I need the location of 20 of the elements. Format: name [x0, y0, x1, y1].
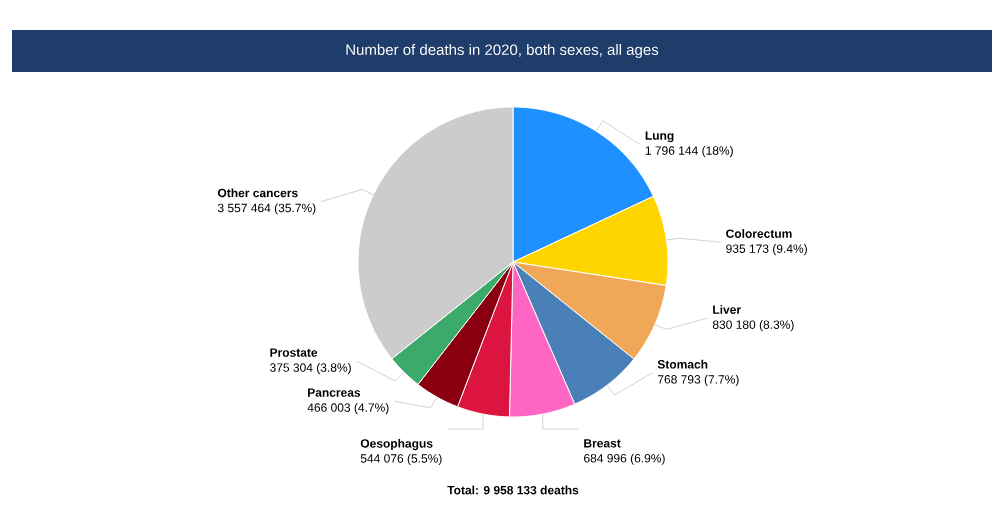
- data-label: 3 557 464 (35.7%): [217, 203, 316, 215]
- data-label: 544 076 (5.5%): [360, 453, 442, 466]
- data-label: 935 173 (9.4%): [726, 244, 807, 256]
- chart-title: Number of deaths in 2020, both sexes, all ages: [346, 44, 659, 58]
- data-label: 375 304 (3.8%): [270, 363, 351, 375]
- slice-label: Oesophagus: [360, 438, 433, 451]
- data-label: 684 996 (6.9%): [584, 453, 665, 465]
- slice-label: Breast: [584, 439, 621, 448]
- slice-label: Liver: [713, 305, 741, 314]
- slice-label: Pancreas: [308, 388, 361, 397]
- data-label: 1 796 144 (18%): [645, 145, 733, 158]
- text: Total: 9 958 133 deaths: [447, 485, 579, 495]
- slice-label: Other cancers: [217, 188, 298, 198]
- slice-label: Stomach: [657, 359, 708, 369]
- slice-label: Prostate: [270, 348, 318, 357]
- data-label: 768 793 (7.7%): [657, 374, 739, 386]
- slice-label: Lung: [645, 131, 674, 143]
- slice-label: Colorectum: [726, 229, 792, 238]
- data-label: 830 180 (8.3%): [712, 320, 794, 332]
- data-label: 466 003 (4.7%): [307, 403, 389, 415]
